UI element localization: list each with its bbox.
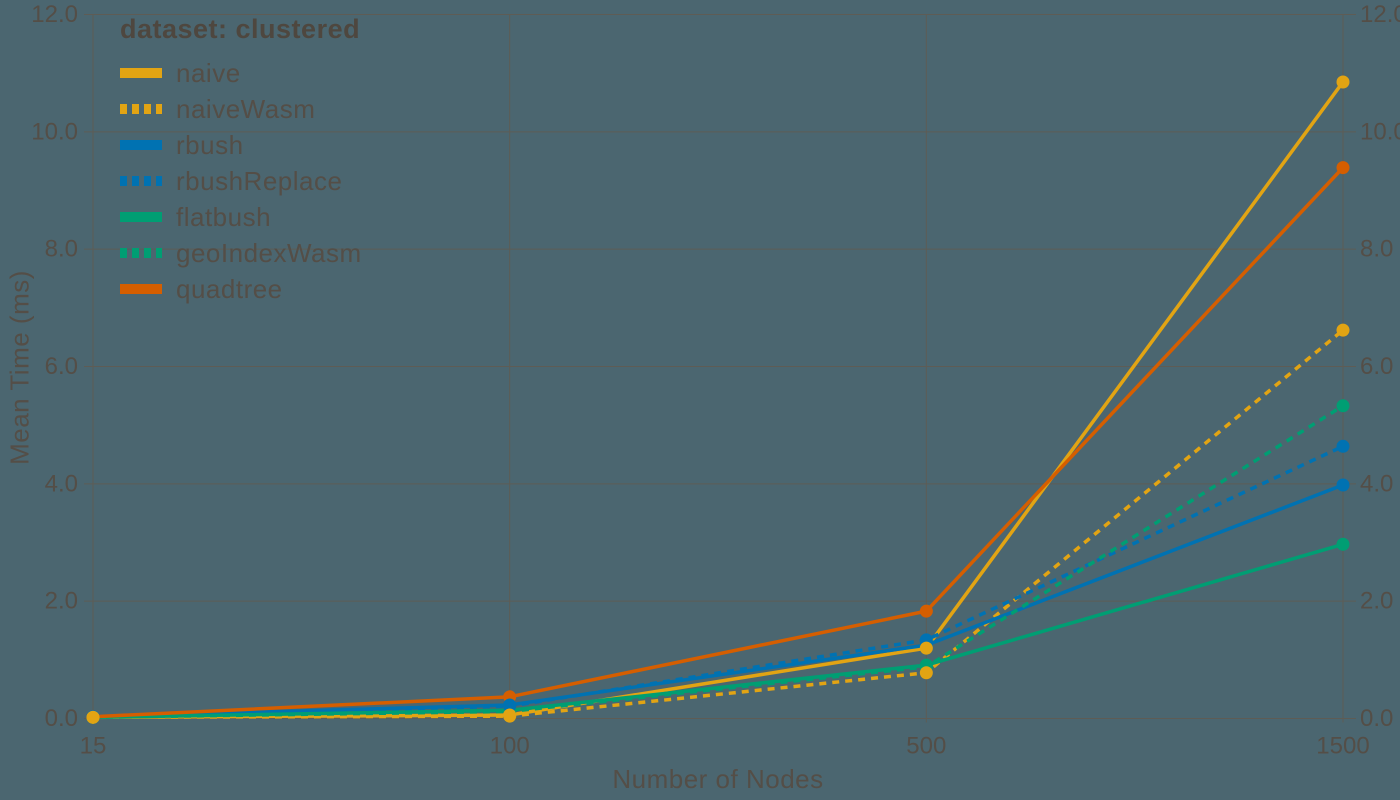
legend-label: rbushReplace bbox=[176, 165, 343, 196]
legend-label: rbush bbox=[176, 129, 244, 160]
y-axis-title: Mean Time (ms) bbox=[4, 270, 35, 465]
data-point-naiveWasm bbox=[919, 666, 933, 680]
series-line-flatbush bbox=[92, 542, 1344, 720]
legend-item-rbushReplace: rbushReplace bbox=[120, 163, 362, 199]
data-point-quadtree bbox=[1336, 161, 1350, 175]
data-point-naiveWasm bbox=[1336, 323, 1350, 337]
legend-swatch-rbush bbox=[120, 140, 162, 150]
y-tick-label-left: 6.0 bbox=[45, 353, 78, 380]
data-point-rbush bbox=[1336, 478, 1350, 492]
series-line-geoIndexWasm bbox=[92, 404, 1344, 720]
y-tick-label-right: 8.0 bbox=[1360, 236, 1393, 263]
y-tick-label-right: 12.0 bbox=[1360, 1, 1400, 28]
legend-item-naive: naive bbox=[120, 55, 362, 91]
legend-label: naiveWasm bbox=[176, 93, 316, 124]
legend-item-flatbush: flatbush bbox=[120, 199, 362, 235]
x-tick-label: 100 bbox=[490, 733, 530, 760]
data-point-rbushReplace bbox=[1336, 439, 1350, 453]
x-tick-label: 15 bbox=[80, 733, 107, 760]
legend: dataset: clustered naive naiveWasm rbush rb… bbox=[120, 14, 362, 307]
data-point-quadtree bbox=[919, 604, 933, 618]
y-tick-label-left: 8.0 bbox=[45, 236, 78, 263]
y-tick-label-left: 0.0 bbox=[45, 705, 78, 732]
legend-swatch-naiveWasm bbox=[120, 104, 162, 114]
y-tick-label-right: 6.0 bbox=[1360, 353, 1393, 380]
y-tick-label-left: 12.0 bbox=[31, 1, 78, 28]
legend-item-naiveWasm: naiveWasm bbox=[120, 91, 362, 127]
data-point-naive bbox=[86, 710, 100, 724]
y-tick-label-left: 10.0 bbox=[31, 118, 78, 145]
legend-item-quadtree: quadtree bbox=[120, 271, 362, 307]
y-tick-label-right: 10.0 bbox=[1360, 118, 1400, 145]
legend-label: flatbush bbox=[176, 201, 272, 232]
data-point-naive bbox=[1336, 75, 1350, 89]
x-tick-label: 500 bbox=[906, 733, 946, 760]
legend-title: dataset: clustered bbox=[120, 14, 361, 44]
data-point-rbush bbox=[503, 698, 517, 712]
y-tick-label-right: 4.0 bbox=[1360, 470, 1393, 497]
legend-label: quadtree bbox=[176, 273, 283, 304]
legend-swatch-naive bbox=[120, 68, 162, 78]
data-point-naive bbox=[919, 641, 933, 655]
series-line-naiveWasm bbox=[92, 328, 1345, 720]
data-point-geoIndexWasm bbox=[1336, 399, 1350, 413]
y-tick-label-right: 2.0 bbox=[1360, 588, 1393, 615]
legend-swatch-geoIndexWasm bbox=[120, 248, 162, 258]
data-point-flatbush bbox=[1336, 537, 1350, 551]
series-line-quadtree bbox=[92, 166, 1345, 719]
y-tick-label-left: 4.0 bbox=[45, 470, 78, 497]
x-axis-title: Number of Nodes bbox=[612, 764, 824, 794]
legend-item-rbush: rbush bbox=[120, 127, 362, 163]
x-tick-label: 1500 bbox=[1316, 733, 1369, 760]
legend-label: naive bbox=[176, 57, 241, 88]
series-line-rbushReplace bbox=[92, 444, 1344, 719]
y-tick-label-right: 0.0 bbox=[1360, 705, 1393, 732]
legend-items: naive naiveWasm rbush rbushReplace flatbush g… bbox=[120, 55, 362, 307]
legend-swatch-quadtree bbox=[120, 284, 162, 294]
legend-swatch-flatbush bbox=[120, 212, 162, 222]
legend-swatch-rbushReplace bbox=[120, 176, 162, 186]
legend-label: geoIndexWasm bbox=[176, 237, 362, 268]
y-tick-label-left: 2.0 bbox=[45, 588, 78, 615]
legend-item-geoIndexWasm: geoIndexWasm bbox=[120, 235, 362, 271]
data-point-naive bbox=[503, 708, 517, 722]
